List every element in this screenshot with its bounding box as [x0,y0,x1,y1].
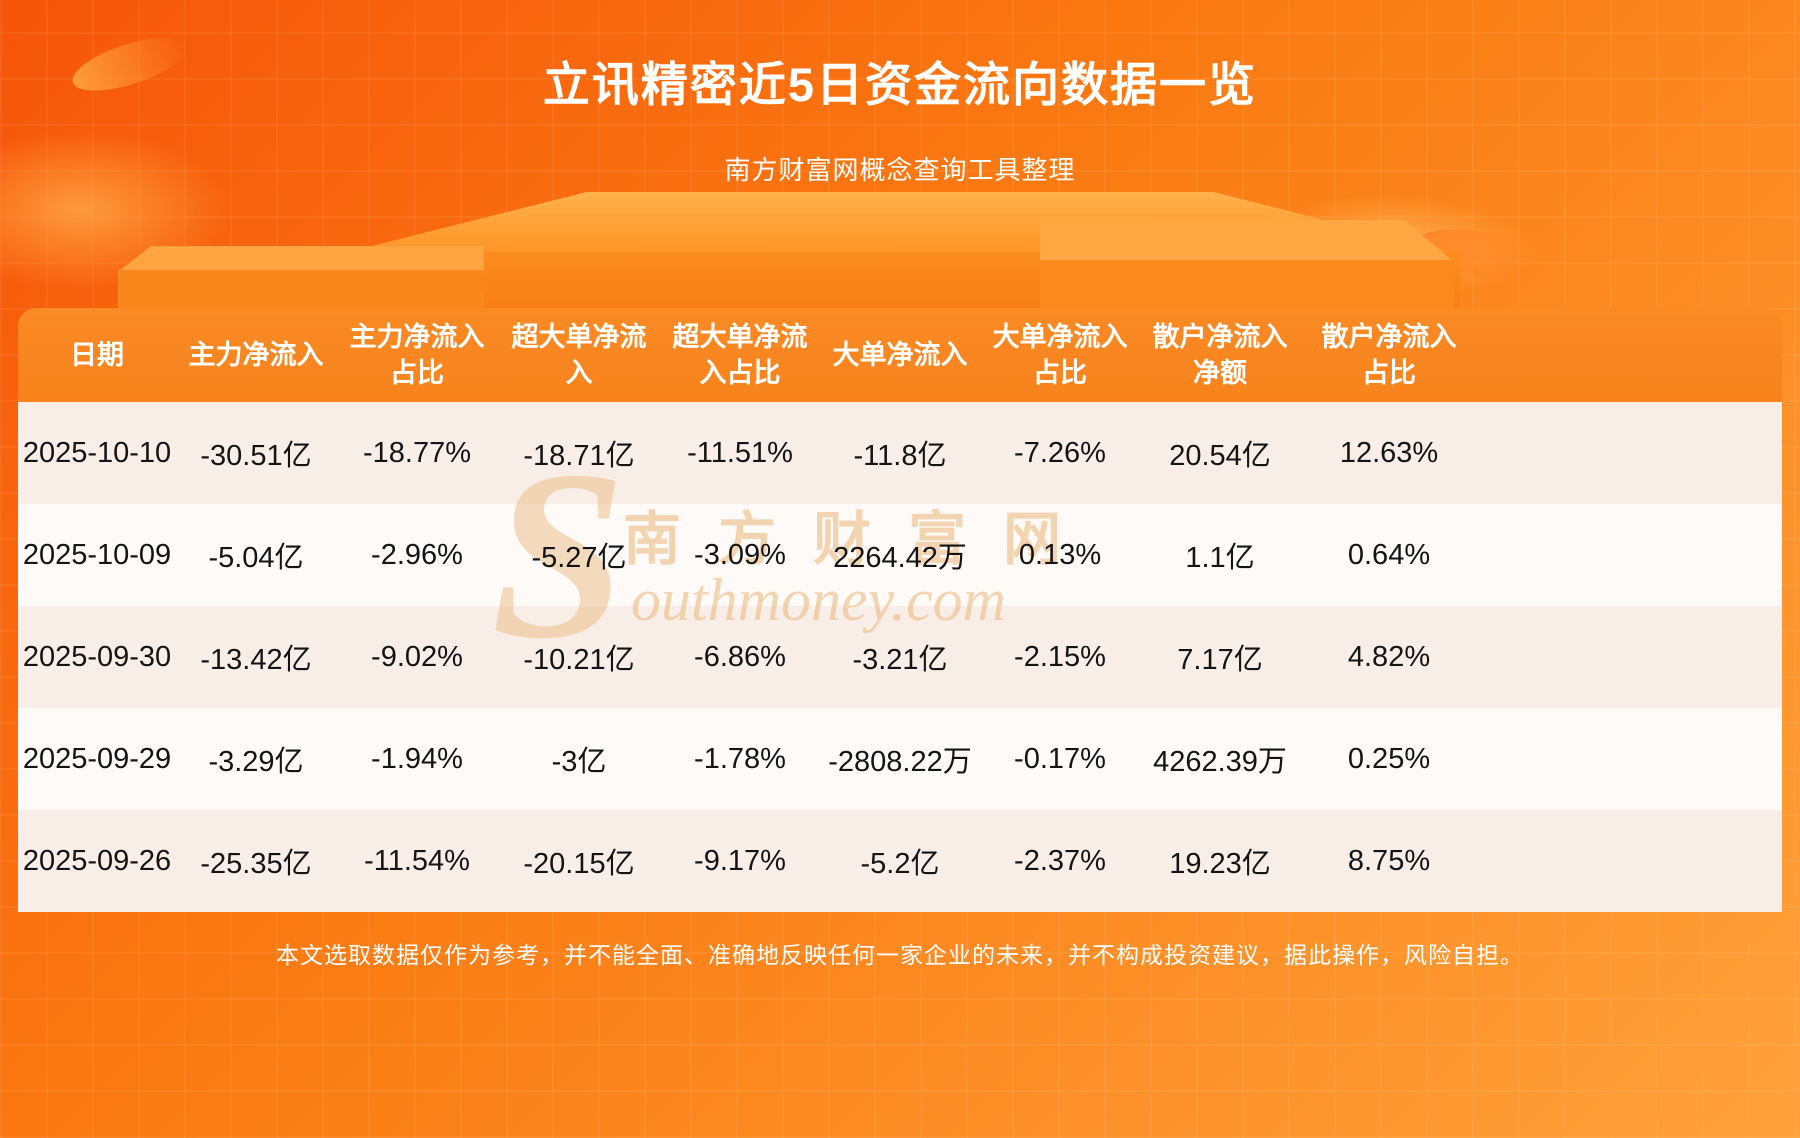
column-header: 超大单净流 入 [511,321,647,388]
table-cell: -7.26% [1014,436,1106,469]
swoosh-decoration [1412,221,1548,287]
page-title: 立讯精密近5日资金流向数据一览 [542,58,1258,111]
page-subtitle: 南方财富网概念查询工具整理 [724,155,1076,185]
podium-front-face [340,252,1460,310]
table-cell: -6.86% [694,640,786,673]
column-header: 主力净流入 占比 [349,321,485,388]
table-cell: 2025-10-10 [22,436,172,469]
table-row: 2025-09-30 -13.42亿 -9.02% -10.21亿 -6.86% -3.2… [18,606,1782,708]
podium-top-face [1040,220,1454,262]
table-cell: -10.21亿 [523,644,635,676]
table-row: 2025-10-09 -5.04亿 -2.96% -5.27亿 -3.09% 2264.4… [18,504,1782,606]
table-cell: -2808.22万 [828,746,972,778]
table-cell: -11.8亿 [853,440,947,472]
table-cell: 4262.39万 [1153,746,1287,778]
table-cell: -13.42亿 [200,644,312,676]
table-cell: 0.13% [1018,538,1102,571]
column-header: 主力净流入 [188,339,324,370]
table-cell: -2.15% [1014,640,1106,673]
table-cell: 2025-10-09 [22,538,172,571]
table-cell: -5.27亿 [531,542,627,574]
table-cell: -2.37% [1014,844,1106,877]
table-cell: -11.51% [687,436,793,469]
table-cell: 2025-09-26 [22,844,172,877]
table-cell: -0.17% [1014,742,1106,775]
table-cell: -18.77% [362,436,471,469]
table-cell: -30.51亿 [200,440,312,472]
table-cell: 7.17亿 [1177,644,1263,676]
table-cell: -25.35亿 [200,848,312,880]
table-cell: 20.54亿 [1169,440,1271,472]
table-header-row: 日期 主力净流入 主力净流入 占比 超大单净流 入超大单净流 入占比 大单净流入 大单净流… [18,308,1782,402]
table-cell: 0.64% [1347,538,1431,571]
podium-left-decoration [118,246,484,310]
table-row: 2025-09-26 -25.35亿 -11.54% -20.15亿 -9.17% -5.… [18,810,1782,912]
table-cell: -11.54% [364,844,470,877]
podium-right-decoration [1040,220,1454,310]
table-cell: -1.94% [371,742,463,775]
table-cell: -3亿 [551,746,607,778]
table-row: 2025-09-29 -3.29亿 -1.94% -3亿 -1.78% -2808.22万… [18,708,1782,810]
column-header: 散户净流入 净额 [1152,321,1288,388]
column-header: 日期 [70,339,124,370]
column-header: 大单净流入 [832,339,968,370]
swoosh-decoration [1275,181,1545,304]
table-cell: 0.25% [1347,742,1431,775]
table-cell: -1.78% [694,742,786,775]
table-body: 2025-10-10 -30.51亿 -18.77% -18.71亿 -11.51% -1… [18,402,1782,912]
fund-flow-table: 日期 主力净流入 主力净流入 占比 超大单净流 入超大单净流 入占比 大单净流入 大单净流… [18,308,1782,912]
table-cell: -9.02% [371,640,463,673]
podium-front-face [118,270,484,310]
table-cell: 4.82% [1347,640,1431,673]
table-cell: 2025-09-29 [22,742,172,775]
table-cell: 19.23亿 [1169,848,1271,880]
table-cell: -3.29亿 [208,746,304,778]
column-header: 超大单净流 入占比 [672,321,808,388]
podium-front-face [1040,260,1454,310]
table-cell: 12.63% [1339,436,1439,469]
table-cell: -5.04亿 [208,542,304,574]
table-cell: -20.15亿 [523,848,635,880]
table-cell: -5.2亿 [860,848,940,880]
podium-center-decoration [340,192,1460,310]
table-cell: 1.1亿 [1185,542,1255,574]
disclaimer-text: 本文选取数据仅作为参考，并不能全面、准确地反映任何一家企业的未来，并不构成投资建… [276,942,1524,968]
column-header: 散户净流入 占比 [1321,321,1457,388]
podium-top-face [118,246,484,272]
podium-top-face [340,192,1460,254]
table-row: 2025-10-10 -30.51亿 -18.77% -18.71亿 -11.51% -1… [18,402,1782,504]
table-cell: -3.21亿 [852,644,948,676]
table-cell: 8.75% [1347,844,1431,877]
table-cell: 2264.42万 [833,542,967,574]
table-cell: -18.71亿 [523,440,635,472]
table-cell: -3.09% [694,538,786,571]
table-cell: -9.17% [694,844,786,877]
table-cell: -2.96% [371,538,463,571]
table-cell: 2025-09-30 [22,640,172,673]
column-header: 大单净流入 占比 [992,321,1128,388]
